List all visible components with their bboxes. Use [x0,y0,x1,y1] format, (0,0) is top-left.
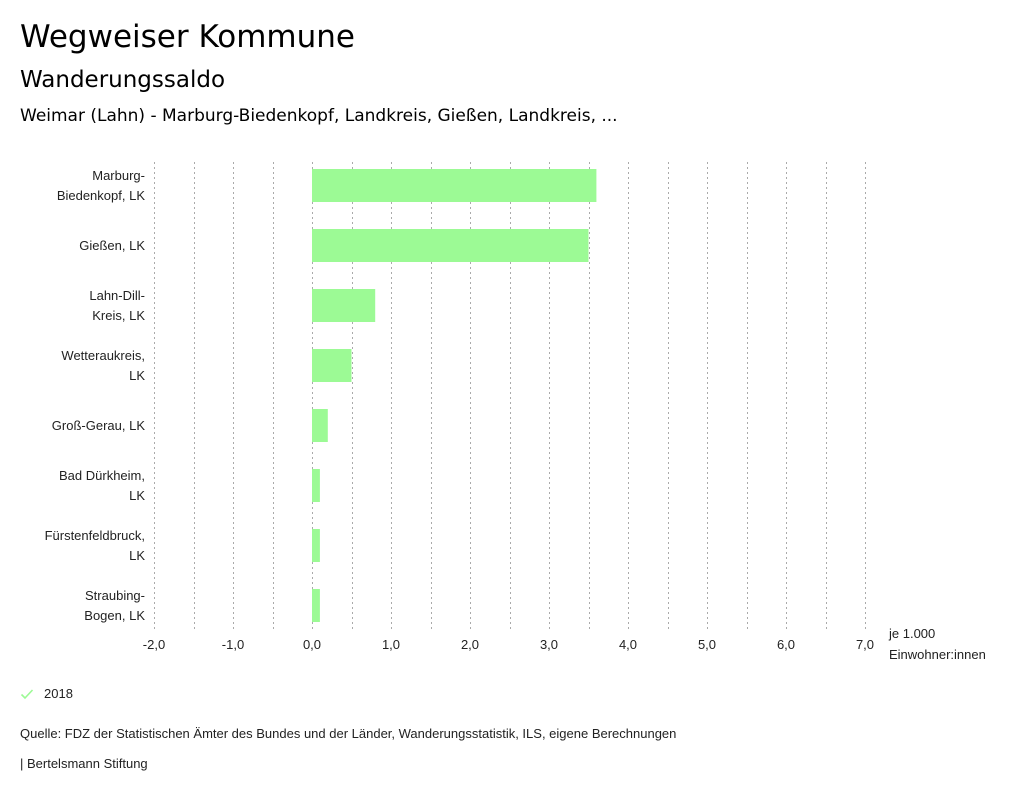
bar[interactable] [312,229,589,262]
category-label: Marburg- Biedenkopf, LK [57,168,146,203]
category-label: Wetteraukreis, LK [61,348,145,383]
bar[interactable] [312,169,597,202]
category-labels: Marburg- Biedenkopf, LK Gießen, LK Lahn-Dil… [45,168,146,623]
x-axis-unit-line: Einwohner:innen [889,647,986,662]
category-label-line: Biedenkopf, LK [57,188,146,203]
category-label-line: LK [129,548,145,563]
x-axis-unit-line: je 1.000 [888,626,935,641]
bar[interactable] [312,409,328,442]
bar[interactable] [312,289,376,322]
category-label-line: Bogen, LK [84,608,145,623]
bar[interactable] [312,589,320,622]
x-tick-label: 1,0 [382,637,400,652]
x-tick-label: 5,0 [698,637,716,652]
category-label-line: LK [129,488,145,503]
x-tick-label: 3,0 [540,637,558,652]
chart-subtitle: Wanderungssaldo [20,67,226,93]
category-label: Gießen, LK [79,238,145,253]
category-label-line: Kreis, LK [92,308,145,323]
category-label-line: Bad Dürkheim, [59,468,145,483]
x-tick-label: -1,0 [222,637,244,652]
page-title: Wegweiser Kommune [20,19,355,55]
x-tick-label: 7,0 [856,637,874,652]
bar-chart: Marburg- Biedenkopf, LK Gießen, LK Lahn-Dil… [45,162,986,662]
check-icon [20,688,34,699]
x-tick-label: 4,0 [619,637,637,652]
x-tick-labels: -2,0 -1,0 0,0 1,0 2,0 3,0 4,0 5,0 6,0 7,0 [143,637,874,652]
bar[interactable] [312,529,320,562]
bars [312,169,597,622]
legend-item-2018[interactable]: 2018 [20,686,73,701]
category-label-line: Lahn-Dill- [89,288,145,303]
bar[interactable] [312,349,352,382]
selection-label: Weimar (Lahn) - Marburg-Biedenkopf, Land… [20,106,618,126]
x-tick-label: 2,0 [461,637,479,652]
category-label-line: Marburg- [92,168,145,183]
category-label-line: Groß-Gerau, LK [52,418,146,433]
category-label: Lahn-Dill- Kreis, LK [89,288,145,323]
x-axis-unit-label: je 1.000 Einwohner:innen [888,626,986,662]
category-label-line: Fürstenfeldbruck, [45,528,145,543]
x-tick-label: 0,0 [303,637,321,652]
brand-note: | Bertelsmann Stiftung [20,756,148,771]
x-tick-label: -2,0 [143,637,165,652]
category-label-line: Straubing- [85,588,145,603]
source-note: Quelle: FDZ der Statistischen Ämter des … [20,726,677,741]
category-label-line: Gießen, LK [79,238,145,253]
category-label-line: Wetteraukreis, [61,348,145,363]
category-label: Fürstenfeldbruck, LK [45,528,146,563]
category-label-line: LK [129,368,145,383]
x-tick-label: 6,0 [777,637,795,652]
bar[interactable] [312,469,320,502]
category-label: Straubing- Bogen, LK [84,588,145,623]
gridlines [154,162,866,632]
legend-label: 2018 [44,686,73,701]
category-label: Bad Dürkheim, LK [59,468,145,503]
category-label: Groß-Gerau, LK [52,418,146,433]
